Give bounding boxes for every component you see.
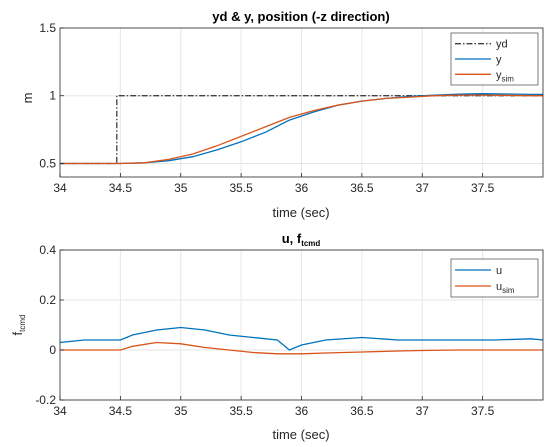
x-tick-label: 37.5	[471, 404, 495, 418]
x-tick-label: 35	[174, 181, 188, 195]
legend-label-ysim: ysim	[496, 69, 514, 83]
series-usim-line	[60, 341, 543, 355]
series-ysim-line	[60, 94, 543, 165]
y-tick-label: -0.2	[35, 393, 56, 407]
legend-label-usim: usim	[496, 281, 515, 295]
position-chart-legend: yd y ysim	[450, 32, 539, 86]
x-tick-label: 36.5	[350, 404, 374, 418]
x-tick-label: 36.5	[350, 181, 374, 195]
legend-label-u: u	[496, 265, 502, 277]
x-tick-label: 36	[295, 404, 309, 418]
x-tick-label: 36	[295, 181, 309, 195]
y-tick-label: 1	[49, 89, 56, 103]
x-tick-label: 35.5	[229, 181, 253, 195]
x-tick-label: 37	[416, 404, 430, 418]
y-tick-label: 1.5	[39, 21, 56, 35]
x-tick-label: 34	[53, 181, 67, 195]
x-tick-label: 37	[416, 181, 430, 195]
series-u-line	[59, 326, 544, 351]
position-chart: yd & y, position (-z direction) 34 34.5 35…	[20, 9, 544, 220]
control-chart-ylabel: ftcmd	[10, 315, 27, 336]
control-chart: u, ftcmd 34 34.5 35 35.5 36 36.5 37 37.5 -0.2 0 0.…	[10, 231, 544, 442]
y-tick-label: 0.5	[39, 156, 56, 170]
control-chart-title: u, ftcmd	[282, 231, 321, 248]
position-chart-ylabel: m	[20, 93, 35, 104]
x-tick-label: 34.5	[109, 181, 133, 195]
x-tick-label: 34	[53, 404, 67, 418]
y-tick-label: 0.2	[39, 293, 56, 307]
legend-label-y: y	[496, 54, 502, 66]
legend-box	[450, 258, 539, 298]
control-chart-legend: u usim	[450, 258, 539, 298]
position-chart-xlabel: time (sec)	[272, 205, 329, 220]
x-tick-label: 37.5	[471, 181, 495, 195]
x-tick-label: 35	[174, 404, 188, 418]
control-chart-xlabel: time (sec)	[272, 427, 329, 442]
series-y-line	[60, 93, 543, 165]
y-tick-label: 0	[49, 343, 56, 357]
position-chart-title: yd & y, position (-z direction)	[212, 9, 389, 24]
y-tick-label: 0.4	[39, 243, 56, 257]
x-tick-label: 34.5	[109, 404, 133, 418]
x-tick-label: 35.5	[229, 404, 253, 418]
legend-label-yd: yd	[496, 39, 508, 51]
